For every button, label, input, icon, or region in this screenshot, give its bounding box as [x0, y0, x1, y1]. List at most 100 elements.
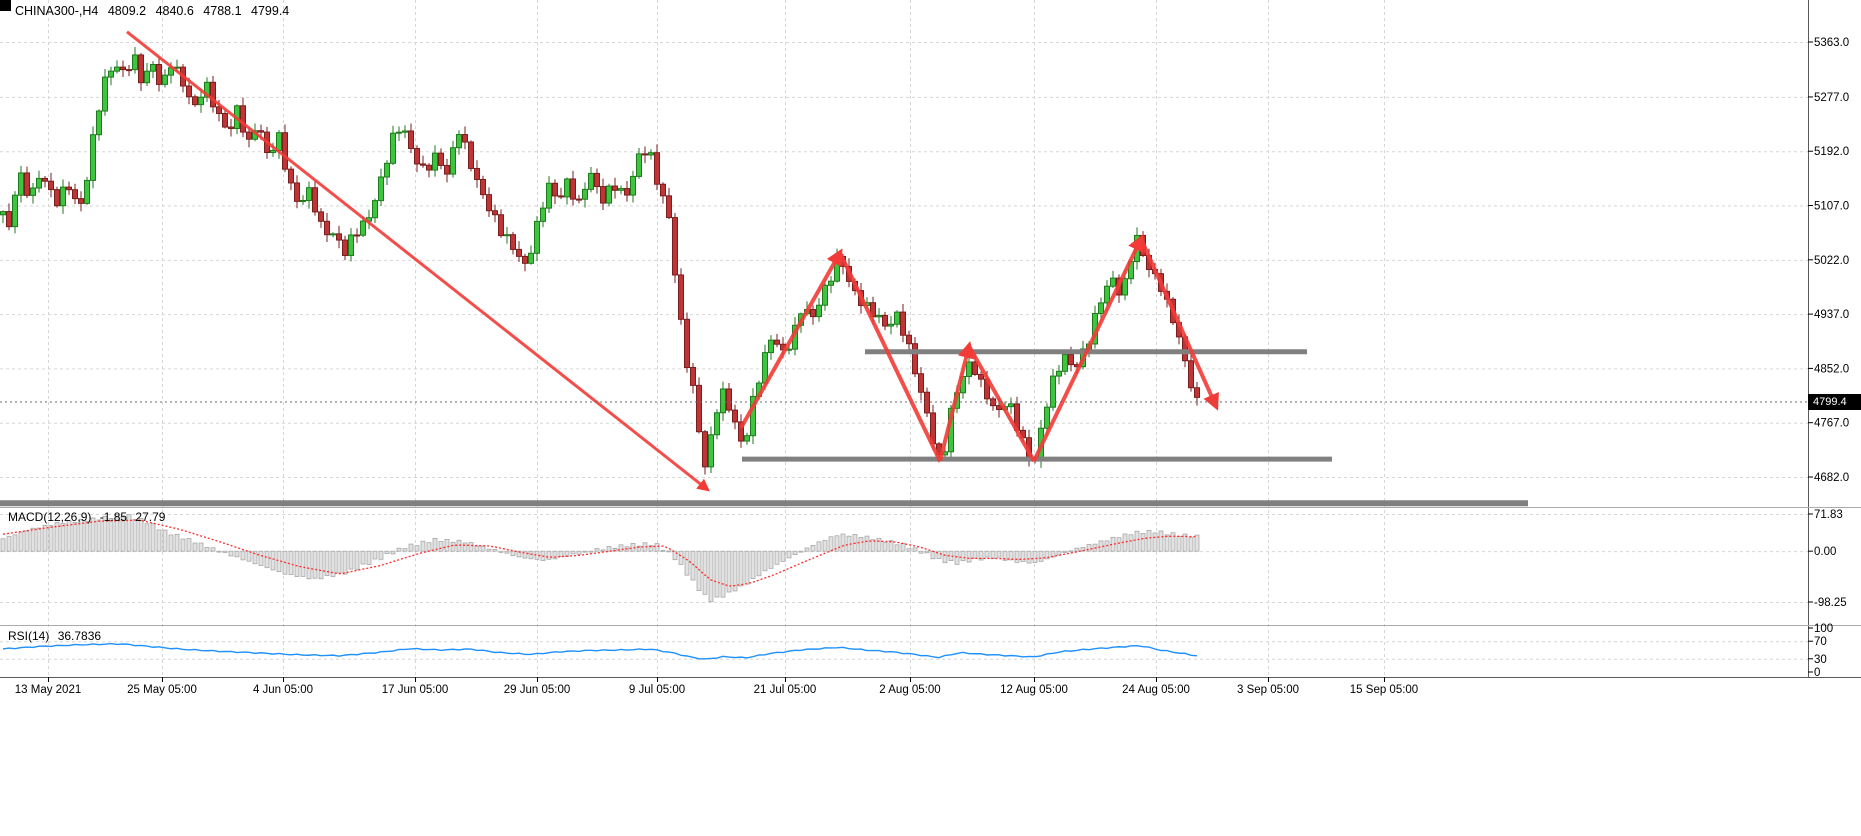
candle-body [468, 141, 474, 169]
macd-histogram-bar [912, 547, 918, 552]
candle-body [528, 252, 534, 264]
candle-body [48, 180, 54, 191]
candle-body [912, 343, 918, 375]
macd-histogram-bar [132, 519, 138, 552]
macd-histogram-bar [576, 550, 582, 555]
time-axis-label: 12 Aug 05:00 [1000, 684, 1068, 696]
macd-histogram-bar [522, 550, 528, 559]
macd-histogram-bar [66, 520, 72, 552]
candle-body [1194, 387, 1200, 398]
macd-histogram-bar [114, 514, 120, 552]
macd-histogram-bar [810, 544, 816, 552]
axes-layer[interactable]: 5363.0 5277.0 5192.0 5107.0 5022.0 4937.0 4852… [0, 0, 1861, 696]
time-axis-label: 15 Sep 05:00 [1350, 684, 1418, 696]
macd-histogram-bar [990, 550, 996, 560]
candle-body [894, 311, 900, 325]
candle-body [312, 187, 318, 213]
macd-histogram-bar [1158, 530, 1164, 552]
price-axis-label: 5277.0 [1814, 92, 1849, 104]
macd-histogram-bar [168, 534, 174, 552]
macd-histogram-bar [198, 542, 204, 552]
macd-histogram-bar [12, 534, 18, 552]
macd-histogram-bar [924, 550, 930, 554]
macd-histogram-bar [708, 550, 714, 603]
candle-body [966, 361, 972, 377]
macd-histogram-bar [762, 550, 768, 572]
trend-arrow [1032, 234, 1144, 462]
rsi-series-layer [2, 642, 1198, 660]
candle-body [708, 434, 714, 468]
candle-body [402, 130, 408, 133]
candle-body [222, 113, 228, 128]
candle-body [978, 373, 984, 380]
macd-histogram-bar [1068, 550, 1074, 553]
candle-body [354, 234, 360, 237]
price-axis-label: 4767.0 [1814, 418, 1849, 430]
macd-histogram-bar [906, 548, 912, 552]
macd-histogram-bar [870, 539, 876, 552]
candle-body [324, 220, 330, 236]
macd-histogram-bar [108, 517, 114, 552]
macd-histogram-bar [1008, 550, 1014, 561]
macd-histogram-bar [474, 545, 480, 552]
candle-body [450, 147, 456, 175]
rsi-axis-label: 0 [1814, 667, 1820, 679]
macd-histogram-bar [366, 550, 372, 565]
macd-histogram-bar [684, 550, 690, 576]
candle-body [714, 412, 720, 436]
macd-histogram-bar [984, 550, 990, 558]
macd-histogram-bar [768, 550, 774, 569]
candle-body [534, 220, 540, 254]
macd-histogram-bar [1038, 550, 1044, 562]
macd-histogram-bar [1170, 532, 1176, 552]
macd-histogram-bar [1128, 534, 1134, 552]
macd-histogram-bar [792, 550, 798, 556]
candle-body [30, 187, 36, 196]
chart-ohlc-header: CHINA300-,H4 4809.2 4840.6 4788.1 4799.4 [15, 4, 295, 18]
candle-body [906, 334, 912, 345]
macd-histogram-bar [1140, 533, 1146, 552]
price-axis-label: 4937.0 [1814, 309, 1849, 321]
candle-body [480, 178, 486, 196]
macd-histogram-bar [348, 550, 354, 570]
macd-histogram-bar [462, 542, 468, 552]
candle-body [24, 172, 30, 196]
candle-body [642, 153, 648, 156]
macd-histogram-bar [972, 550, 978, 559]
candle-body [1098, 302, 1104, 314]
macd-histogram-bar [894, 544, 900, 552]
macd-histogram-bar [96, 519, 102, 552]
candle-body [888, 323, 894, 327]
macd-histogram-bar [1086, 544, 1092, 552]
trend-arrow [967, 345, 1036, 463]
candle-body [702, 431, 708, 468]
candle-body [150, 64, 156, 72]
price-axis-label: 5022.0 [1814, 255, 1849, 267]
candle-body [726, 388, 732, 411]
candle-body [1068, 354, 1074, 366]
candle-body [54, 189, 60, 207]
candle-body [882, 314, 888, 327]
macd-histogram-bar [594, 548, 600, 552]
macd-histogram-bar [222, 550, 228, 553]
macd-histogram-bar [696, 550, 702, 591]
macd-histogram-bar [654, 543, 660, 552]
macd-histogram-bar [732, 550, 738, 592]
candle-body [612, 185, 618, 191]
macd-histogram-bar [414, 545, 420, 552]
macd-histogram-bar [588, 550, 594, 553]
macd-histogram-bar [774, 550, 780, 565]
macd-histogram-bar [1074, 547, 1080, 552]
candle-body [828, 280, 834, 286]
macd-histogram-bar [180, 538, 186, 552]
macd-histogram-bar [342, 550, 348, 575]
macd-histogram-bar [42, 524, 48, 552]
candle-body [336, 233, 342, 241]
macd-histogram-bar [438, 541, 444, 552]
low-value: 4788.1 [203, 4, 242, 18]
candle-body [1110, 277, 1116, 287]
price-axis-label: 5192.0 [1814, 146, 1849, 158]
candle-body [606, 185, 612, 204]
